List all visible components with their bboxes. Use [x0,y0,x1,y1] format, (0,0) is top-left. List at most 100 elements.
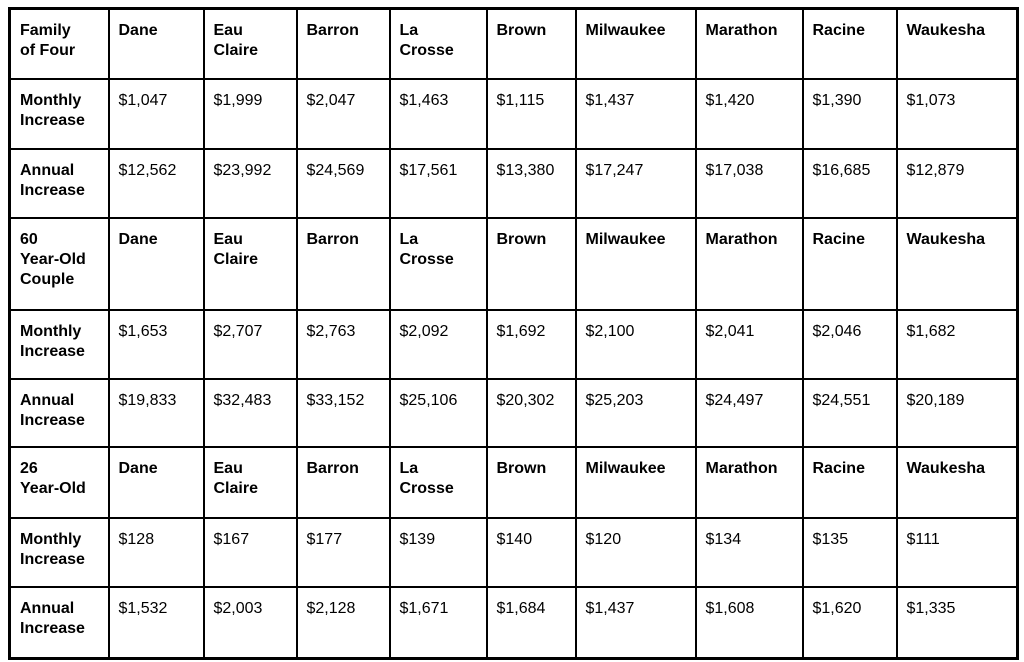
county-header-brown: Brown [485,216,577,311]
value-cell: $33,152 [295,377,391,448]
value-cell: $32,483 [202,377,298,448]
row-label-annual-increase: Annual Increase [8,585,110,660]
county-header-la-crosse: La Crosse [388,7,488,80]
value-cell: $12,879 [895,147,1019,219]
row-label-annual-increase: Annual Increase [8,377,110,448]
value-cell: $135 [801,516,898,588]
value-cell: $23,992 [202,147,298,219]
value-cell: $13,380 [485,147,577,219]
value-cell: $1,437 [574,77,697,150]
value-cell: $2,128 [295,585,391,660]
county-header-dane: Dane [107,445,205,519]
county-header-brown: Brown [485,445,577,519]
value-cell: $1,608 [694,585,804,660]
value-cell: $1,073 [895,77,1019,150]
county-header-eau-claire: Eau Claire [202,445,298,519]
value-cell: $1,692 [485,308,577,380]
value-cell: $2,003 [202,585,298,660]
value-cell: $19,833 [107,377,205,448]
section-label-26-year-old: 26 Year-Old [8,445,110,519]
value-cell: $1,047 [107,77,205,150]
value-cell: $1,682 [895,308,1019,380]
value-cell: $20,189 [895,377,1019,448]
value-cell: $1,463 [388,77,488,150]
row-label-annual-increase: Annual Increase [8,147,110,219]
county-header-dane: Dane [107,216,205,311]
value-cell: $1,684 [485,585,577,660]
table-row: Monthly Increase $1,047 $1,999 $2,047 $1… [8,77,1019,150]
value-cell: $167 [202,516,298,588]
value-cell: $2,707 [202,308,298,380]
value-cell: $1,999 [202,77,298,150]
county-header-barron: Barron [295,7,391,80]
county-header-waukesha: Waukesha [895,445,1019,519]
county-header-racine: Racine [801,216,898,311]
section-label-60-year-old-couple: 60 Year-Old Couple [8,216,110,311]
value-cell: $1,335 [895,585,1019,660]
county-header-racine: Racine [801,7,898,80]
value-cell: $24,551 [801,377,898,448]
county-header-barron: Barron [295,216,391,311]
value-cell: $1,115 [485,77,577,150]
county-header-marathon: Marathon [694,216,804,311]
table-row: Annual Increase $19,833 $32,483 $33,152 … [8,377,1019,448]
value-cell: $120 [574,516,697,588]
county-header-barron: Barron [295,445,391,519]
county-header-milwaukee: Milwaukee [574,445,697,519]
value-cell: $2,100 [574,308,697,380]
county-header-la-crosse: La Crosse [388,216,488,311]
county-increase-table: Family of Four Dane Eau Claire Barron La… [8,7,1019,660]
row-label-monthly-increase: Monthly Increase [8,308,110,380]
value-cell: $17,038 [694,147,804,219]
table-row: Monthly Increase $1,653 $2,707 $2,763 $2… [8,308,1019,380]
value-cell: $2,047 [295,77,391,150]
value-cell: $12,562 [107,147,205,219]
value-cell: $2,092 [388,308,488,380]
row-label-monthly-increase: Monthly Increase [8,516,110,588]
value-cell: $17,247 [574,147,697,219]
county-header-la-crosse: La Crosse [388,445,488,519]
value-cell: $24,569 [295,147,391,219]
section-label-family-of-four: Family of Four [8,7,110,80]
table-row: Monthly Increase $128 $167 $177 $139 $14… [8,516,1019,588]
value-cell: $1,437 [574,585,697,660]
value-cell: $111 [895,516,1019,588]
value-cell: $17,561 [388,147,488,219]
row-label-monthly-increase: Monthly Increase [8,77,110,150]
value-cell: $128 [107,516,205,588]
value-cell: $140 [485,516,577,588]
value-cell: $1,671 [388,585,488,660]
table-row: Annual Increase $1,532 $2,003 $2,128 $1,… [8,585,1019,660]
value-cell: $2,763 [295,308,391,380]
table-row: Annual Increase $12,562 $23,992 $24,569 … [8,147,1019,219]
value-cell: $2,041 [694,308,804,380]
value-cell: $24,497 [694,377,804,448]
value-cell: $2,046 [801,308,898,380]
value-cell: $1,390 [801,77,898,150]
value-cell: $1,532 [107,585,205,660]
county-header-milwaukee: Milwaukee [574,216,697,311]
value-cell: $20,302 [485,377,577,448]
section-header-row: 26 Year-Old Dane Eau Claire Barron La Cr… [8,445,1019,519]
county-header-brown: Brown [485,7,577,80]
county-header-racine: Racine [801,445,898,519]
county-header-dane: Dane [107,7,205,80]
county-header-waukesha: Waukesha [895,7,1019,80]
value-cell: $25,203 [574,377,697,448]
value-cell: $16,685 [801,147,898,219]
value-cell: $177 [295,516,391,588]
value-cell: $25,106 [388,377,488,448]
value-cell: $134 [694,516,804,588]
county-header-milwaukee: Milwaukee [574,7,697,80]
county-header-marathon: Marathon [694,7,804,80]
county-header-marathon: Marathon [694,445,804,519]
county-header-eau-claire: Eau Claire [202,216,298,311]
value-cell: $1,420 [694,77,804,150]
value-cell: $139 [388,516,488,588]
county-header-waukesha: Waukesha [895,216,1019,311]
section-header-row: Family of Four Dane Eau Claire Barron La… [8,7,1019,80]
value-cell: $1,653 [107,308,205,380]
section-header-row: 60 Year-Old Couple Dane Eau Claire Barro… [8,216,1019,311]
value-cell: $1,620 [801,585,898,660]
county-header-eau-claire: Eau Claire [202,7,298,80]
